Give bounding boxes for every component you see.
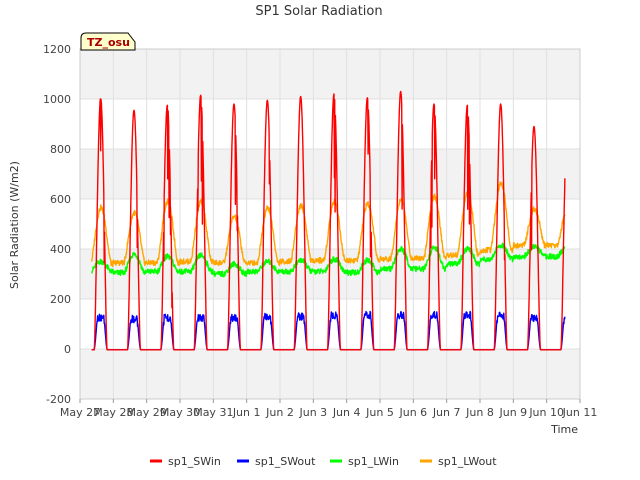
tz-annotation-text: TZ_osu <box>87 36 130 49</box>
plot-band <box>80 149 580 199</box>
x-tick-label: Jun 11 <box>562 406 598 419</box>
y-tick-label: 400 <box>50 243 71 256</box>
chart-title: SP1 Solar Radiation <box>255 4 382 19</box>
y-axis-ticks: -200 0 200 400 600 800 1000 1200 <box>43 43 71 406</box>
plot-frame <box>79 48 581 400</box>
series-line-sp1_LWin <box>91 242 566 278</box>
x-tick-label: Jun 9 <box>498 406 527 419</box>
plot-band <box>80 49 580 99</box>
series-line-sp1_SWin <box>91 90 566 351</box>
x-tick-label: Jun 8 <box>465 406 494 419</box>
x-tick-label: May 27 <box>60 406 100 419</box>
plot-band <box>80 99 580 149</box>
y-tick-label: 1200 <box>43 43 71 56</box>
tz-annotation: TZ_osu <box>80 32 136 51</box>
x-tick-label: May 28 <box>93 406 133 419</box>
x-tick-label: Jun 4 <box>332 406 361 419</box>
legend-label-sp1_SWout: sp1_SWout <box>255 455 316 468</box>
y-tick-label: 0 <box>64 343 71 356</box>
x-tick-label: Jun 5 <box>365 406 394 419</box>
legend: sp1_SWin sp1_SWout sp1_LWin sp1_LWout <box>150 455 497 468</box>
x-tick-label: Jun 3 <box>298 406 327 419</box>
legend-label-sp1_SWin: sp1_SWin <box>168 455 221 468</box>
legend-label-sp1_LWin: sp1_LWin <box>348 455 399 468</box>
y-tick-label: 200 <box>50 293 71 306</box>
x-tick-label: Jun 6 <box>398 406 427 419</box>
x-tick-label: Jun 7 <box>432 406 461 419</box>
y-tick-label: 1000 <box>43 93 71 106</box>
series-lines <box>91 90 566 351</box>
tz-annotation-box <box>80 32 136 51</box>
x-tick-label: Jun 10 <box>528 406 564 419</box>
x-tick-label: May 31 <box>193 406 233 419</box>
y-tick-label: -200 <box>46 393 71 406</box>
legend-label-sp1_LWout: sp1_LWout <box>438 455 497 468</box>
x-tick-label: May 29 <box>127 406 167 419</box>
plot-band <box>80 349 580 399</box>
x-tick-label: May 30 <box>160 406 200 419</box>
x-tick-label: Jun 1 <box>232 406 261 419</box>
y-tick-label: 800 <box>50 143 71 156</box>
y-tick-label: 600 <box>50 193 71 206</box>
x-tick-label: Jun 2 <box>265 406 294 419</box>
y-axis-label: Solar Radiation (W/m2) <box>8 161 21 289</box>
x-axis-label: Time <box>550 423 578 436</box>
